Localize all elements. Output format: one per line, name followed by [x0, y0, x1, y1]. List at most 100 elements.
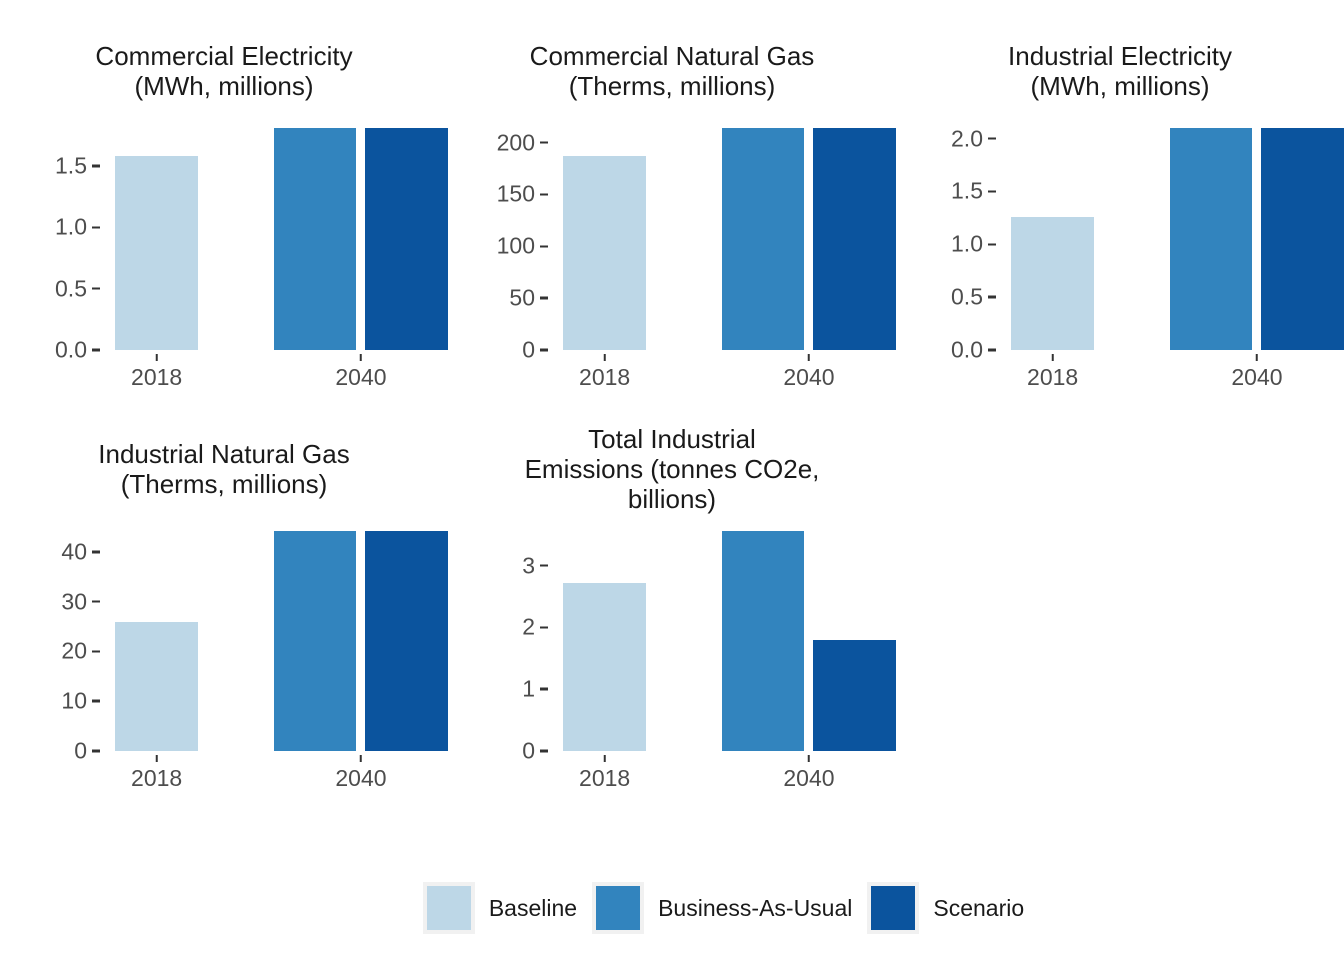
y-tick-mark-icon	[540, 141, 548, 144]
y-tick-label: 0.0	[55, 336, 87, 363]
legend-key	[592, 882, 645, 934]
y-tick-label: 2.0	[951, 125, 983, 152]
y-tick: 0	[74, 738, 104, 765]
plot-area: 2018 2040	[104, 531, 448, 791]
x-tick-mark-icon	[155, 354, 158, 361]
chart-title-line: (Therms, millions)	[120, 469, 328, 499]
y-tick-mark-icon	[988, 348, 996, 352]
y-tick: 0.5	[55, 275, 104, 302]
y-tick-label: 200	[496, 129, 535, 156]
y-tick-mark-icon	[540, 245, 548, 248]
y-axis: 0 10 20 30 40	[0, 531, 104, 764]
y-tick: 100	[497, 233, 552, 260]
y-tick: 200	[497, 129, 552, 156]
bar-business-as-usual	[273, 531, 357, 751]
x-tick-mark-icon	[807, 755, 811, 762]
legend-swatch-business-as-usual-icon	[596, 886, 641, 930]
y-tick-label: 0	[522, 336, 535, 363]
y-tick-label: 3	[522, 552, 535, 579]
y-tick-label: 40	[61, 538, 87, 565]
legend-item-scenario: Scenario	[867, 882, 1024, 934]
y-tick-mark-icon	[92, 749, 100, 753]
chart-title-line: (Therms, millions)	[568, 71, 776, 101]
chart-title: Industrial Natural Gas (Therms, millions)	[0, 424, 448, 514]
x-tick-label: 2018	[579, 765, 631, 791]
plot-area: 2018 2040	[1000, 128, 1344, 390]
y-tick-mark-icon	[92, 650, 100, 653]
bar-business-as-usual	[721, 128, 805, 350]
legend-label: Scenario	[933, 894, 1025, 921]
bar-scenario	[365, 531, 448, 751]
y-tick: 10	[61, 688, 104, 715]
y-tick: 1.0	[951, 231, 1000, 258]
y-tick-mark-icon	[540, 749, 548, 753]
chart-title-line: Commercial Electricity	[95, 41, 353, 71]
y-tick-mark-icon	[540, 296, 548, 300]
chart-title: Total Industrial Emissions (tonnes CO2e, b…	[448, 424, 896, 514]
x-tick-mark-icon	[807, 354, 811, 361]
chart-body: 0 10 20 30 40 2018 2040	[0, 531, 448, 791]
x-tick-mark-icon	[155, 755, 158, 762]
y-tick-label: 0	[74, 737, 87, 764]
y-tick: 20	[61, 638, 104, 665]
y-tick: 0.5	[951, 284, 1000, 311]
y-tick-label: 1.0	[951, 230, 983, 257]
chart-industrial-natural-gas: Industrial Natural Gas (Therms, millions)…	[0, 410, 448, 850]
x-tick-label: 2018	[131, 765, 183, 791]
chart-title-line: Commercial Natural Gas	[529, 41, 815, 71]
y-axis: 0 50 100 150 200	[448, 128, 552, 363]
chart-body: 0.0 0.5 1.0 1.5 2.0 2018 2040	[896, 125, 1344, 390]
y-tick-label: 1.5	[951, 177, 983, 204]
x-tick-mark-icon	[1255, 354, 1259, 361]
y-tick-label: 2	[522, 613, 535, 640]
x-tick-label: 2040	[335, 765, 387, 791]
y-tick-label: 0.5	[951, 283, 983, 310]
y-tick-label: 1.0	[55, 213, 87, 240]
chart-title: Commercial Natural Gas (Therms, millions)	[448, 26, 896, 116]
legend-swatch-baseline-icon	[426, 886, 471, 930]
y-tick: 0.0	[55, 337, 104, 364]
legend-label: Baseline	[488, 894, 578, 921]
x-tick-mark-icon	[359, 755, 363, 762]
y-tick-label: 20	[61, 637, 87, 664]
chart-title-line: Emissions (tonnes CO2e,	[524, 454, 820, 484]
y-tick-mark-icon	[92, 699, 100, 703]
chart-commercial-electricity: Commercial Electricity (MWh, millions) 0.0…	[0, 0, 448, 410]
bar-scenario	[813, 128, 896, 350]
y-tick-label: 30	[61, 588, 87, 615]
plot-area: 2018 2040	[552, 128, 896, 390]
y-tick-label: 0	[522, 737, 535, 764]
y-tick: 50	[509, 285, 552, 312]
y-tick-mark-icon	[92, 164, 100, 168]
chart-total-industrial-emissions: Total Industrial Emissions (tonnes CO2e, b…	[448, 410, 896, 850]
y-tick-label: 100	[496, 232, 535, 259]
y-tick: 1.5	[55, 153, 104, 180]
y-tick: 1.0	[55, 214, 104, 241]
x-tick-label: 2040	[335, 364, 387, 390]
bar-baseline	[1011, 216, 1094, 350]
legend-label: Business-As-Usual	[658, 894, 853, 921]
bar-business-as-usual	[1169, 128, 1253, 350]
y-tick-label: 1	[522, 675, 535, 702]
x-tick-label: 2018	[131, 364, 183, 390]
bar-business-as-usual	[273, 128, 357, 350]
y-tick: 2	[522, 614, 552, 641]
y-tick: 2.0	[951, 125, 1000, 152]
bar-business-as-usual	[721, 531, 805, 751]
chart-commercial-natural-gas: Commercial Natural Gas (Therms, millions)…	[448, 0, 896, 410]
chart-body: 0 1 2 3 2018 2040	[448, 531, 896, 791]
y-axis: 0 1 2 3	[448, 531, 552, 764]
bar-baseline	[563, 582, 646, 751]
y-axis: 0.0 0.5 1.0 1.5 2.0	[896, 125, 1000, 363]
bar-scenario	[813, 639, 896, 751]
chart-body: 0.0 0.5 1.0 1.5 2018 2040	[0, 128, 448, 390]
chart-industrial-electricity: Industrial Electricity (MWh, millions) 0.0…	[896, 0, 1344, 410]
chart-title-line: Total Industrial	[588, 424, 756, 454]
y-tick-label: 0.5	[55, 275, 87, 302]
x-tick-label: 2040	[1231, 364, 1283, 390]
legend-key	[867, 882, 920, 934]
x-tick-label: 2018	[579, 364, 631, 390]
y-tick: 1	[522, 676, 552, 703]
chart-title-line: Industrial Natural Gas	[98, 439, 350, 469]
legend-item-baseline: Baseline	[422, 882, 578, 934]
